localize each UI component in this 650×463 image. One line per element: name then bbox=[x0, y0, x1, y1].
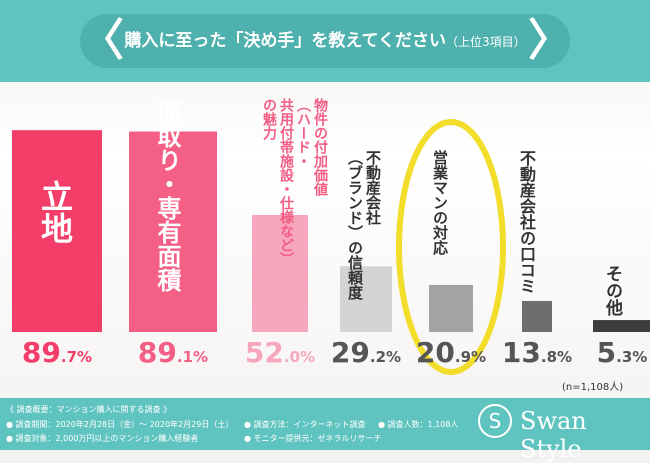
value-decimal: .1% bbox=[176, 348, 209, 366]
bar-label-5: 不動産会社の口コミ bbox=[517, 150, 536, 294]
bar-6 bbox=[593, 320, 650, 332]
title-pill bbox=[80, 14, 570, 68]
value-decimal: .3% bbox=[616, 348, 648, 366]
survey-provider: ● モニター提供元：ゼネラルリサーチ bbox=[244, 434, 382, 443]
bar-3 bbox=[340, 266, 392, 332]
value-decimal: .2% bbox=[369, 348, 402, 366]
survey-target: ● 調査対象：2,000万円以上のマンション購入経験者 bbox=[6, 434, 199, 443]
bar-label-line: （ブランド）の信頼度 bbox=[346, 150, 364, 300]
bar-label-line: 間取り・専有面積 bbox=[153, 100, 181, 292]
value-label-1: 89.1% bbox=[128, 336, 218, 369]
bar-chart bbox=[12, 119, 650, 375]
bar-label-2: 物件の付加価値 （ハード・ 共用付帯施設・仕様など） の魅力 bbox=[260, 98, 328, 266]
value-number: 52 bbox=[244, 336, 284, 369]
bar-label-0: 立地 bbox=[36, 180, 74, 244]
bar-label-line: 立地 bbox=[36, 180, 74, 244]
bar-4 bbox=[429, 284, 473, 332]
value-number: 13 bbox=[501, 336, 541, 369]
bar-label-line: （ハード・ bbox=[295, 98, 311, 168]
bar-1 bbox=[129, 131, 217, 332]
bar-label-line: 不動産会社の口コミ bbox=[517, 150, 536, 294]
survey-method: ● 調査方法：インターネット調査 bbox=[244, 420, 366, 429]
chart-title-main: 購入に至った「決め手」を教えてください bbox=[124, 31, 446, 51]
bar-label-line: 共用付帯施設・仕様など） bbox=[278, 98, 294, 266]
bar-5 bbox=[522, 300, 552, 332]
value-decimal: .8% bbox=[540, 348, 573, 366]
header-band: 購入に至った「決め手」を教えてください（上位3項目） 〈 〉 bbox=[0, 0, 650, 82]
value-label-2: 52.0% bbox=[235, 336, 325, 369]
sample-size-note: (n=1,108人) bbox=[562, 382, 624, 393]
value-number: 5 bbox=[596, 336, 617, 369]
value-label-5: 13.8% bbox=[492, 336, 582, 369]
value-label-0: 89.7% bbox=[12, 336, 102, 369]
bar-label-3: 不動産会社 （ブランド）の信頼度 bbox=[346, 150, 382, 300]
bar-label-line: の魅力 bbox=[261, 98, 277, 140]
bar-label-1: 間取り・専有面積 bbox=[153, 100, 181, 292]
value-decimal: .7% bbox=[60, 348, 93, 366]
value-decimal: .9% bbox=[454, 348, 487, 366]
bar-0 bbox=[12, 130, 102, 332]
bar-label-line: その他 bbox=[602, 265, 622, 316]
bar-label-6: その他 bbox=[602, 265, 622, 316]
value-number: 89 bbox=[137, 336, 177, 369]
survey-title: 《 調査概要：マンション購入に関する調査 》 bbox=[6, 405, 172, 414]
value-number: 20 bbox=[415, 336, 455, 369]
bar-label-line: 物件の付加価値 bbox=[312, 98, 328, 196]
bar-label-line: 営業マンの対応 bbox=[431, 150, 449, 255]
bar-label-4: 営業マンの対応 bbox=[431, 150, 449, 255]
value-label-6: 5.3% bbox=[577, 336, 650, 369]
value-number: 89 bbox=[21, 336, 61, 369]
right-quote-decoration: 〉 bbox=[528, 15, 572, 66]
value-decimal: .0% bbox=[283, 348, 316, 366]
left-quote-decoration: 〈 bbox=[80, 15, 124, 66]
value-label-4: 20.9% bbox=[406, 336, 496, 369]
value-number: 29 bbox=[330, 336, 370, 369]
brand-name: Swan Style bbox=[520, 407, 587, 463]
survey-people: ● 調査人数：1,108人 bbox=[378, 420, 459, 429]
chart-title: 購入に至った「決め手」を教えてください（上位3項目） bbox=[80, 14, 570, 68]
footer-band: 《 調査概要：マンション購入に関する調査 》 ● 調査期間：2020年2月28日… bbox=[0, 398, 650, 450]
highlight-ellipse bbox=[396, 119, 506, 375]
survey-period: ● 調査期間：2020年2月28日（金）～ 2020年2月29日（土） bbox=[6, 420, 234, 429]
chart-title-sub: （上位3項目） bbox=[446, 35, 526, 49]
value-label-3: 29.2% bbox=[321, 336, 411, 369]
bar-2 bbox=[252, 215, 308, 332]
bar-label-line: 不動産会社 bbox=[364, 150, 382, 225]
swan-logo-icon: S bbox=[478, 404, 512, 438]
